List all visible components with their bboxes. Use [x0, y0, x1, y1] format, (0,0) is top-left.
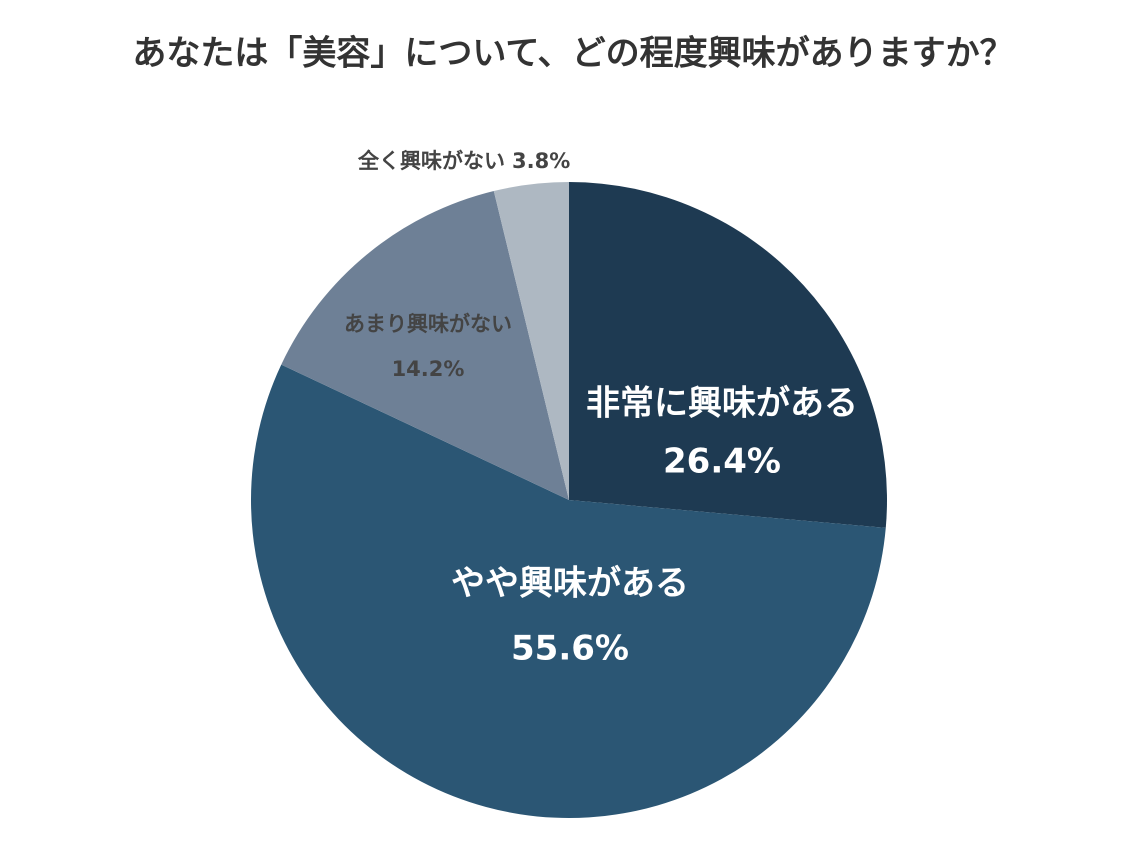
slice-label: やや興味がある [451, 564, 689, 604]
pie-slice [493, 182, 569, 500]
pie-slice [250, 364, 886, 819]
slice-label: 非常に興味がある [586, 384, 858, 424]
pie-slice [569, 182, 887, 528]
slice-label: あまり興味がない [344, 312, 512, 336]
slice-value-label: 14.2% [392, 357, 465, 381]
chart-title: あなたは「美容」について、どの程度興味がありますか？ [132, 34, 1013, 74]
slice-value-label: 3.8% [512, 149, 570, 173]
pie-slice [281, 191, 569, 500]
slice-label: 全く興味がない [357, 149, 505, 173]
slice-value-label: 26.4% [663, 442, 781, 482]
slice-value-label: 55.6% [511, 629, 629, 669]
